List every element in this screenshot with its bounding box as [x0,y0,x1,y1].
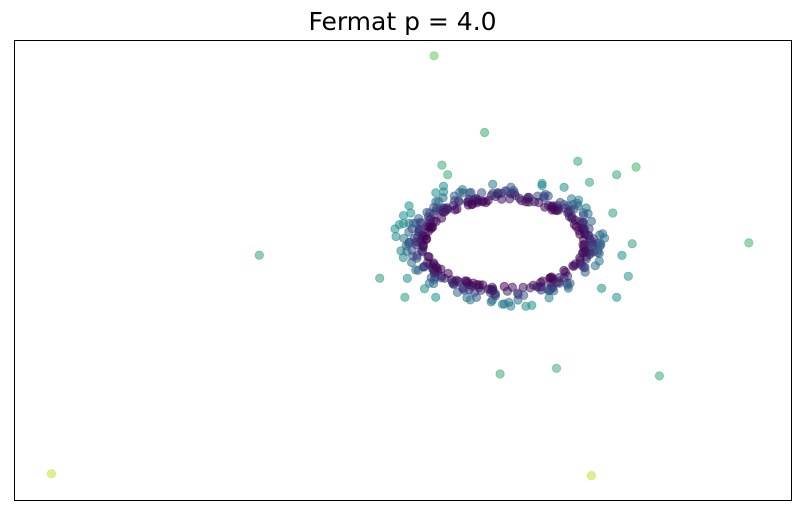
scatter-point [590,261,600,271]
scatter-point [608,208,618,218]
scatter-point [391,231,401,242]
scatter-point [627,239,637,249]
scatter-point [596,283,607,293]
scatter-point [443,170,453,180]
scatter-point [479,127,490,138]
scatter-point [586,470,597,481]
scatter-point [584,177,595,187]
scatter-point [436,213,447,223]
scatter-point [612,292,622,302]
scatter-point [578,240,588,250]
scatter-point [402,273,412,283]
scatter-point [586,216,597,226]
scatter-point [551,363,562,373]
scatter-point [431,292,441,302]
scatter-point [477,280,488,290]
scatter-point [254,250,264,260]
scatter-point [476,188,487,198]
axes-frame [14,40,792,501]
scatter-point [436,264,446,274]
scatter-point [575,253,585,263]
scatter-point [623,271,633,281]
scatter-point [452,275,462,285]
scatter-point [46,469,57,479]
scatter-point [513,288,523,298]
scatter-point [487,282,497,292]
scatter-point [462,276,472,286]
scatter-point [568,261,578,271]
scatter-point [507,282,517,292]
scatter-point [481,197,491,208]
scatter-point [429,258,439,268]
scatter-point [527,300,537,310]
scatter-point [431,188,441,198]
scatter-point [400,292,410,302]
scatter-point [559,182,569,192]
chart-title: Fermat p = 4.0 [308,7,497,36]
scatter-point [654,371,665,381]
scatter-point [406,208,416,218]
scatter-point [424,252,434,262]
scatter-point [559,265,569,276]
scatter-point [497,194,507,204]
scatter-point [375,273,385,283]
scatter-point [573,156,583,166]
scatter-point [488,179,498,189]
scatter-point [744,238,754,248]
scatter-point [521,197,531,207]
scatter-point [518,282,528,292]
scatter-point [437,160,447,170]
scatter-point [390,224,400,234]
scatter-point [575,229,585,239]
scatter-point [427,222,438,232]
scatter-point [631,162,641,172]
scatter-point [617,250,627,260]
scatter-point [499,281,509,292]
scatter-point [537,180,547,191]
scatter-point [450,205,460,215]
scatter-point [495,369,505,379]
scatter-point [504,297,514,307]
scatter-point [422,234,432,244]
scatter-point [564,212,575,222]
points-layer [46,51,754,481]
scatter-point [546,272,557,282]
scatter-point [547,205,557,215]
scatter-point [571,222,581,232]
scatter-point [443,268,453,279]
scatter-point [612,170,622,180]
scatter-point [505,194,515,204]
scatter-point [467,200,477,210]
scatter-point [429,51,439,61]
